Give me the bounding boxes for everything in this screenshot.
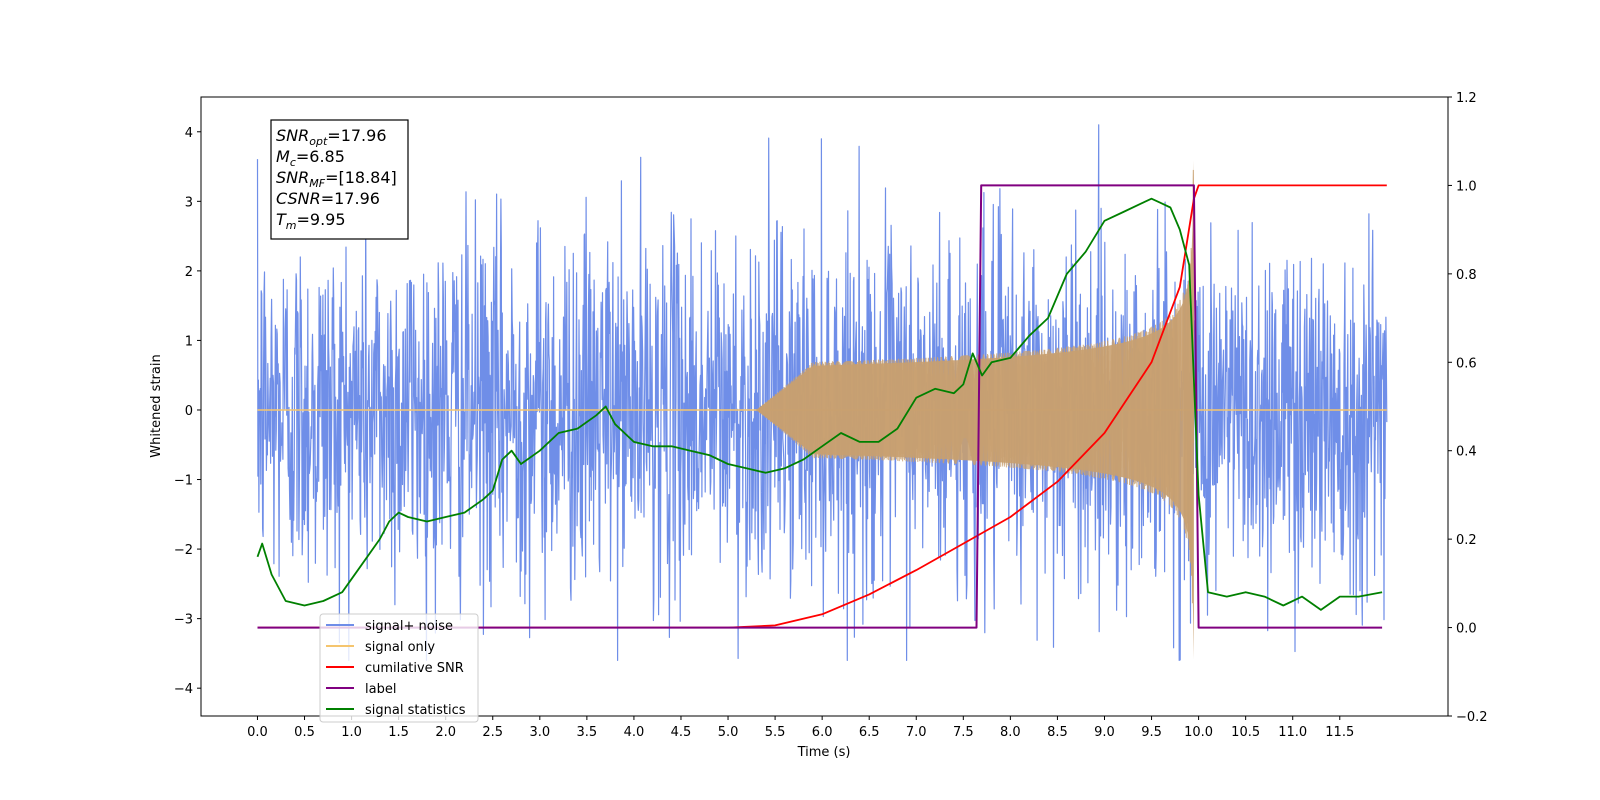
annotation-line: Mc=6.85 <box>276 147 345 169</box>
x-tick-label: 10.5 <box>1231 725 1260 740</box>
y2-tick-label: −0.2 <box>1456 710 1488 725</box>
x-axis: 0.0 0.5 1.0 1.5 2.0 2.5 3.0 3.5 4.0 4.5 5.0 5.5 6.0 6… <box>247 716 1354 740</box>
y-tick-label: 3 <box>185 195 193 210</box>
legend-label: signal only <box>365 640 435 655</box>
annotation-line: CSNR=17.96 <box>276 189 380 208</box>
series-cumulative-snr-line <box>257 184 1387 629</box>
y-tick-label: 1 <box>185 334 193 349</box>
x-axis-label: Time (s) <box>797 745 851 760</box>
y-tick-label: −1 <box>174 474 193 489</box>
legend: signal+ noise signal only cumilative SNR la… <box>319 613 479 723</box>
x-tick-label: 7.0 <box>906 725 927 740</box>
y2-tick-label: 0.4 <box>1456 445 1477 460</box>
plot-area <box>256 124 1388 661</box>
x-tick-label: 9.5 <box>1141 725 1162 740</box>
legend-label: signal statistics <box>365 703 466 718</box>
x-tick-label: 11.0 <box>1278 725 1307 740</box>
x-tick-label: 8.5 <box>1047 725 1068 740</box>
x-tick-label: 5.5 <box>765 725 786 740</box>
annotation-line: SNRopt=17.96 <box>276 126 387 148</box>
y2-tick-label: 0.0 <box>1456 622 1477 637</box>
x-tick-label: 6.0 <box>812 725 833 740</box>
x-tick-label: 2.0 <box>435 725 456 740</box>
y-tick-label: −3 <box>174 613 193 628</box>
y-tick-label: 2 <box>185 265 193 280</box>
x-tick-label: 1.0 <box>341 725 362 740</box>
legend-label: signal+ noise <box>365 619 453 634</box>
y-tick-label: −2 <box>174 543 193 558</box>
y2-tick-label: 0.8 <box>1456 268 1477 283</box>
x-tick-label: 6.5 <box>859 725 880 740</box>
y2-tick-label: 0.2 <box>1456 533 1477 548</box>
x-tick-label: 4.5 <box>671 725 692 740</box>
y-axis-right: 1.2 1.0 0.8 0.6 0.4 0.2 0.0 −0.2 <box>1448 91 1488 725</box>
x-tick-label: 2.5 <box>482 725 503 740</box>
y-tick-label: 0 <box>185 404 193 419</box>
y-tick-label: −4 <box>174 682 193 697</box>
y2-tick-label: 1.2 <box>1456 91 1477 106</box>
series-signal-statistics-line <box>256 197 1383 611</box>
series-label-line <box>257 184 1383 629</box>
annotation-box: SNRopt=17.96Mc=6.85SNRMF=[18.84]CSNR=17.… <box>270 119 409 240</box>
x-tick-label: 1.5 <box>388 725 409 740</box>
x-tick-label: 9.0 <box>1094 725 1115 740</box>
annotation-line: SNRMF=[18.84] <box>276 168 397 190</box>
y2-tick-label: 1.0 <box>1456 179 1477 194</box>
x-tick-label: 5.0 <box>718 725 739 740</box>
x-tick-label: 3.0 <box>529 725 550 740</box>
y2-tick-label: 0.6 <box>1456 356 1477 371</box>
x-tick-label: 3.5 <box>577 725 598 740</box>
annotation-line: Tm=9.95 <box>276 210 346 232</box>
legend-frame <box>319 613 479 723</box>
x-tick-label: 11.5 <box>1325 725 1354 740</box>
x-tick-label: 0.0 <box>247 725 268 740</box>
series-signal-only-envelope <box>756 160 1194 660</box>
annotation-frame <box>270 119 409 240</box>
x-tick-label: 0.5 <box>294 725 315 740</box>
legend-label: label <box>365 682 396 697</box>
y-axis-left: 4 3 2 1 0 −1 −2 −3 −4 <box>174 126 201 697</box>
x-tick-label: 4.0 <box>624 725 645 740</box>
x-tick-label: 10.0 <box>1184 725 1213 740</box>
x-tick-label: 8.0 <box>1000 725 1021 740</box>
legend-label: cumilative SNR <box>365 661 464 676</box>
axes-frame <box>200 96 1449 717</box>
y-axis-label: Whitened strain <box>149 354 164 457</box>
y-tick-label: 4 <box>185 126 193 141</box>
x-tick-label: 7.5 <box>953 725 974 740</box>
